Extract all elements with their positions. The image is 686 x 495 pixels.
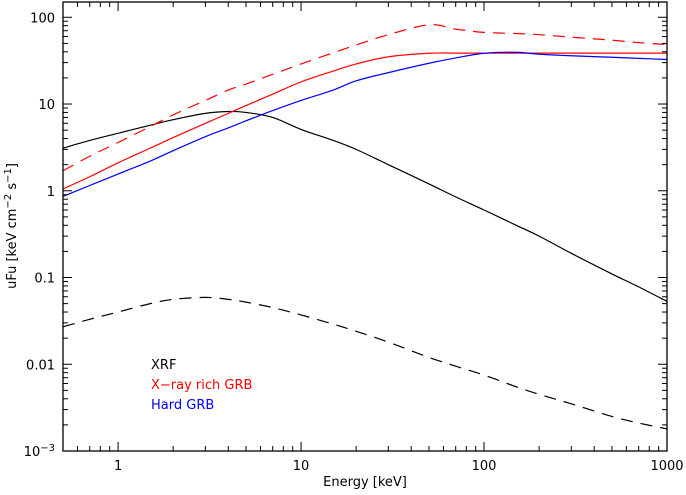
y-tick-label: 0.01 — [26, 358, 55, 373]
series-line-4 — [62, 51, 668, 198]
series-line-0 — [62, 110, 668, 302]
x-tick-label: 100 — [472, 459, 497, 474]
y-tick-labels: 10−3 0.01 0.1 1 10 100 — [24, 11, 55, 460]
y-tick-label: 1 — [47, 185, 55, 200]
legend-entry-hard-grb: Hard GRB — [151, 398, 214, 413]
y-tick-label: 0.1 — [34, 272, 55, 287]
x-tick-label: 1000 — [650, 459, 683, 474]
x-tick-labels: 1 10 100 1000 — [114, 459, 684, 474]
axis-ticks — [62, 2, 668, 452]
legend: XRF X−ray rich GRB Hard GRB — [151, 358, 252, 413]
series-line-2 — [62, 52, 667, 190]
series-line-1-dashed — [62, 296, 668, 430]
plot-lines — [62, 24, 668, 430]
y-tick-label: 100 — [30, 11, 55, 26]
legend-entry-xrf: XRF — [151, 358, 176, 373]
legend-entry-xray-rich-grb: X−ray rich GRB — [151, 378, 252, 393]
y-tick-label: 10 — [38, 98, 55, 113]
y-axis-label: uFu [keV cm−2 s−1] — [3, 163, 20, 289]
y-tick-label: 10−3 — [24, 443, 55, 460]
x-tick-label: 1 — [114, 459, 122, 474]
x-axis-label: Energy [keV] — [323, 475, 407, 490]
x-tick-label: 10 — [293, 459, 310, 474]
plot-frame — [62, 1, 668, 452]
series-line-3-dashed — [62, 24, 668, 172]
